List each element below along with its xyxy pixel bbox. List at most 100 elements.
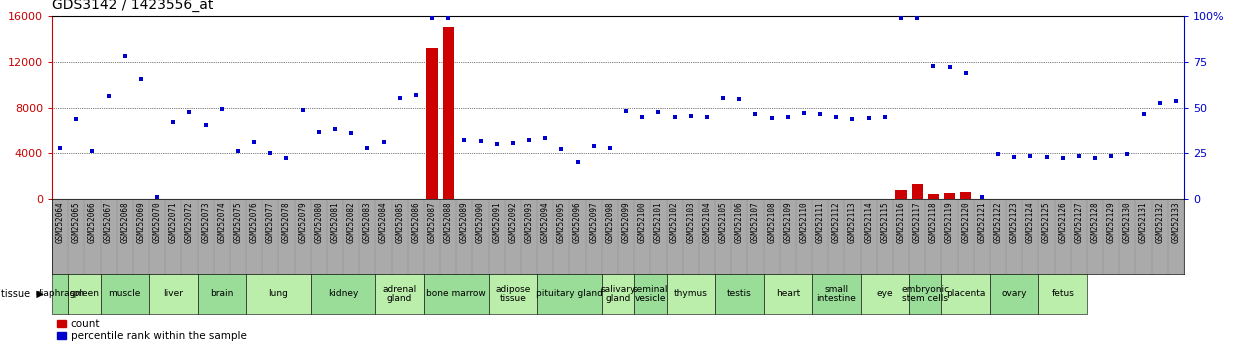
Point — [373, 139, 393, 145]
Text: bone marrow: bone marrow — [426, 290, 486, 298]
Point — [357, 145, 377, 150]
Text: liver: liver — [163, 290, 183, 298]
Point — [147, 194, 167, 200]
Text: brain: brain — [210, 290, 234, 298]
Text: GDS3142 / 1423556_at: GDS3142 / 1423556_at — [52, 0, 214, 12]
Point — [341, 130, 361, 136]
Bar — [310, 274, 376, 314]
Bar — [488, 274, 538, 314]
Point — [939, 65, 959, 70]
Text: GSM252125: GSM252125 — [1042, 201, 1051, 243]
Text: seminal
vesicle: seminal vesicle — [633, 285, 669, 303]
Text: GSM252072: GSM252072 — [185, 201, 194, 243]
Text: GSM252109: GSM252109 — [784, 201, 792, 243]
Point — [761, 115, 781, 121]
Point — [1117, 152, 1137, 157]
Text: ovary: ovary — [1001, 290, 1027, 298]
Text: GSM252115: GSM252115 — [880, 201, 890, 243]
Text: GSM252088: GSM252088 — [444, 201, 452, 243]
Point — [713, 96, 733, 101]
Point — [1069, 153, 1089, 158]
Text: GSM252120: GSM252120 — [962, 201, 970, 243]
Text: GSM252106: GSM252106 — [734, 201, 744, 243]
Bar — [911, 184, 923, 199]
Text: GSM252117: GSM252117 — [912, 201, 922, 243]
Text: kidney: kidney — [328, 290, 358, 298]
Point — [827, 114, 847, 120]
Text: GSM252107: GSM252107 — [751, 201, 760, 243]
Text: GSM252092: GSM252092 — [508, 201, 518, 243]
Text: eye: eye — [876, 290, 894, 298]
Text: GSM252105: GSM252105 — [718, 201, 728, 243]
Point — [471, 138, 491, 143]
Bar — [860, 274, 910, 314]
Point — [325, 126, 345, 132]
Point — [551, 146, 571, 152]
Point — [907, 16, 927, 21]
Text: GSM252129: GSM252129 — [1106, 201, 1116, 243]
Text: GSM252089: GSM252089 — [460, 201, 468, 243]
Text: thymus: thymus — [674, 290, 708, 298]
Text: GSM252085: GSM252085 — [396, 201, 404, 243]
Text: testis: testis — [727, 290, 751, 298]
Bar — [150, 274, 198, 314]
Text: fetus: fetus — [1052, 290, 1074, 298]
Text: GSM252066: GSM252066 — [88, 201, 96, 243]
Text: GSM252114: GSM252114 — [864, 201, 873, 243]
Point — [439, 16, 459, 21]
Text: GSM252096: GSM252096 — [574, 201, 582, 243]
Bar — [376, 274, 424, 314]
Point — [115, 53, 135, 59]
Point — [811, 112, 831, 117]
Text: GSM252104: GSM252104 — [702, 201, 712, 243]
Text: GSM252098: GSM252098 — [606, 201, 614, 243]
Text: GSM252121: GSM252121 — [978, 201, 986, 243]
Text: GSM252116: GSM252116 — [896, 201, 906, 243]
Text: GSM252087: GSM252087 — [428, 201, 436, 243]
Bar — [944, 193, 955, 199]
Point — [519, 137, 539, 142]
Text: GSM252130: GSM252130 — [1122, 201, 1132, 243]
Point — [1053, 155, 1073, 161]
Bar — [1038, 274, 1086, 314]
Text: GSM252095: GSM252095 — [557, 201, 566, 243]
Text: muscle: muscle — [109, 290, 141, 298]
Point — [567, 160, 587, 165]
Text: GSM252091: GSM252091 — [492, 201, 502, 243]
Point — [599, 145, 619, 150]
Point — [1085, 155, 1105, 161]
Text: GSM252112: GSM252112 — [832, 201, 840, 243]
Text: GSM252068: GSM252068 — [120, 201, 130, 243]
Point — [277, 155, 297, 161]
Text: GSM252128: GSM252128 — [1090, 201, 1100, 243]
Text: GSM252064: GSM252064 — [56, 201, 64, 243]
Text: GSM252131: GSM252131 — [1140, 201, 1148, 243]
Point — [163, 120, 183, 125]
Text: small
intestine: small intestine — [816, 285, 857, 303]
Text: GSM252093: GSM252093 — [524, 201, 534, 243]
Point — [729, 97, 749, 102]
Bar — [602, 274, 634, 314]
Text: GSM252086: GSM252086 — [412, 201, 420, 243]
Text: GSM252099: GSM252099 — [622, 201, 630, 243]
Text: GSM252110: GSM252110 — [800, 201, 808, 243]
Point — [859, 115, 879, 121]
Point — [955, 70, 975, 76]
Text: GSM252133: GSM252133 — [1172, 201, 1180, 243]
Point — [875, 114, 895, 120]
Point — [1005, 154, 1025, 160]
Text: GSM252118: GSM252118 — [928, 201, 938, 243]
Point — [487, 141, 507, 147]
Bar — [942, 274, 990, 314]
Bar — [812, 274, 860, 314]
Text: GSM252123: GSM252123 — [1010, 201, 1018, 243]
Point — [261, 150, 281, 156]
Bar — [928, 194, 939, 199]
Bar — [960, 192, 971, 199]
Point — [455, 137, 475, 142]
Point — [503, 140, 523, 146]
Point — [745, 112, 765, 117]
Point — [211, 106, 231, 112]
Point — [649, 109, 669, 115]
Point — [131, 76, 151, 82]
